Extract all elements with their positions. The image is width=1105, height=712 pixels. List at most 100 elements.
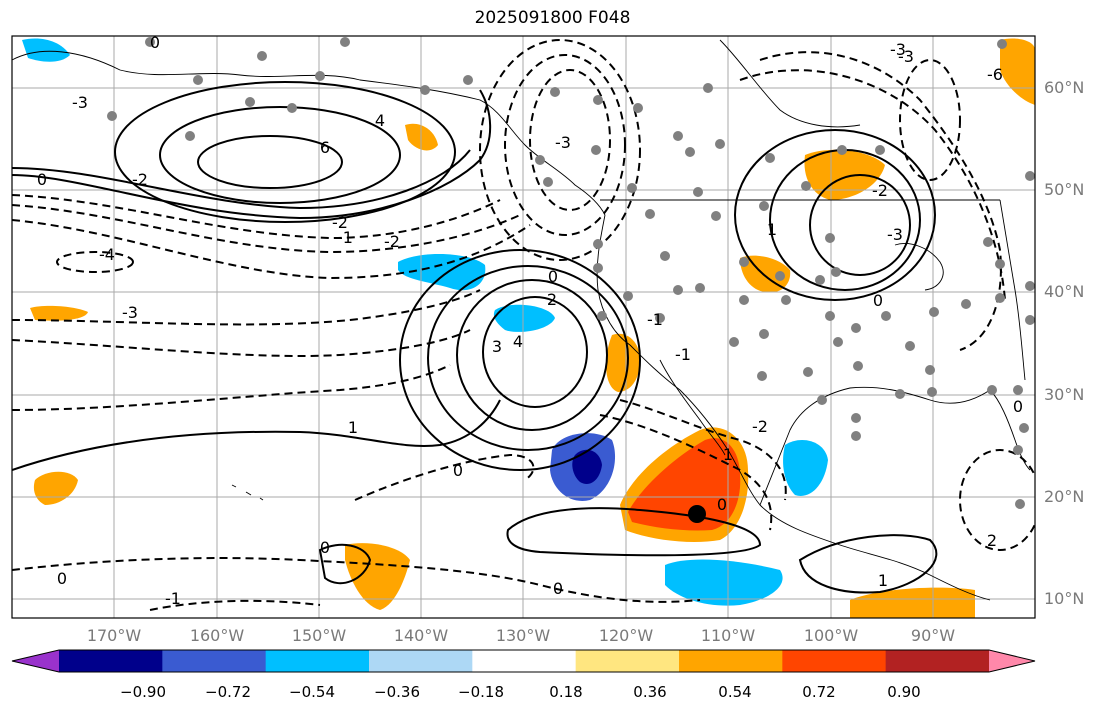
lon-label: 140°W [393, 626, 449, 645]
svg-text:4: 4 [513, 332, 523, 351]
contour-ring-a2 [456, 279, 608, 431]
colorbar-tick-label: 0.90 [887, 683, 921, 701]
map-field: -3 -4 -3 -2 -1 -2 0 6 4 -2 0 -3 0 3 4 2 … [12, 33, 1035, 618]
colorbar-segment [679, 650, 783, 672]
contour-high-6 [197, 135, 343, 189]
colorbar-segment [472, 650, 577, 672]
svg-text:1: 1 [723, 445, 733, 464]
shade-dark-blue-region [572, 449, 602, 485]
contour-dash-east-2 [739, 69, 1006, 301]
shade-lightblue-region-2 [493, 304, 555, 332]
shade-orange-region-7 [606, 333, 640, 392]
contour-dash-ridge-2 [504, 54, 626, 236]
svg-text:2: 2 [547, 290, 557, 309]
svg-text:-6: -6 [987, 65, 1003, 84]
shade-orange-region-8 [33, 471, 78, 505]
colorbar-tick-label: 0.18 [549, 683, 583, 701]
lat-label: 30°N [1044, 385, 1085, 404]
svg-text:0: 0 [553, 579, 563, 598]
contour-minus4 [56, 251, 134, 273]
svg-text:2: 2 [987, 531, 997, 550]
contour-zero-north [12, 89, 492, 220]
contour-minus2-south [12, 329, 471, 357]
lat-label: 50°N [1044, 180, 1085, 199]
colorbar-outline [11, 649, 1036, 673]
map-frame [11, 35, 1036, 619]
colorbar-tick-label: −0.36 [374, 683, 420, 701]
lat-label: 60°N [1044, 78, 1085, 97]
svg-text:-1: -1 [675, 345, 691, 364]
lon-label: 110°W [700, 626, 756, 645]
florida [989, 389, 1031, 471]
shade-orange-region-5 [1000, 38, 1035, 105]
contour-zero-south-2 [798, 534, 938, 594]
colorbar-tick-label: 0.54 [718, 683, 752, 701]
svg-text:-3: -3 [122, 303, 138, 322]
lat-label: 20°N [1044, 487, 1085, 506]
graticule [12, 36, 1035, 618]
svg-text:0: 0 [453, 461, 463, 480]
svg-text:0: 0 [320, 538, 330, 557]
svg-text:-4: -4 [99, 245, 115, 264]
contour-labels: -3 -4 -3 -2 -1 -2 0 6 4 -2 0 -3 0 3 4 2 … [37, 33, 1023, 608]
shade-orange-region-9 [30, 305, 88, 321]
shade-orange-region-3 [804, 149, 885, 200]
svg-text:0: 0 [717, 495, 727, 514]
hudson-bay-coast [719, 39, 861, 128]
colorbar-segment [782, 650, 887, 672]
colorbar-segment [885, 650, 990, 672]
lon-label: 90°W [910, 626, 956, 645]
contour-dash-ridge-1 [529, 69, 611, 211]
svg-text:-2: -2 [332, 213, 348, 232]
contour-ring-a1 [482, 296, 588, 408]
svg-text:1: 1 [767, 220, 777, 239]
colorbar-segment [59, 650, 163, 672]
lon-label: 150°W [291, 626, 347, 645]
contour-dash-se [959, 449, 1035, 551]
svg-text:0: 0 [1013, 397, 1023, 416]
contour-dash-ridge-3 [479, 39, 641, 261]
shade-orange-region-6 [850, 587, 975, 618]
shade-orange-region-4 [740, 255, 791, 293]
lat-label: 40°N [1044, 282, 1085, 301]
svg-text:0: 0 [548, 267, 558, 286]
gulf-coast [759, 386, 991, 506]
contour-dash-ne [899, 59, 961, 181]
contour-ring-b3 [734, 129, 936, 301]
station-dots [107, 37, 1035, 509]
contour-dash-east-1 [759, 51, 1002, 351]
svg-text:0: 0 [37, 170, 47, 189]
lon-label: 130°W [495, 626, 551, 645]
contour-dash-sw [354, 453, 535, 501]
baja-california [659, 359, 726, 456]
colorbar-tick-label: −0.18 [458, 683, 504, 701]
colorbar-segment [265, 650, 370, 672]
contour-zero-south [506, 507, 762, 557]
svg-text:-3: -3 [898, 47, 914, 66]
colorbar-tick-label: −0.54 [289, 683, 335, 701]
colorbar-segment [369, 650, 473, 672]
colorbar-tick-label: 0.36 [633, 683, 667, 701]
svg-text:0: 0 [150, 33, 160, 52]
svg-text:-1: -1 [165, 589, 181, 608]
colorbar [11, 649, 1036, 673]
lon-label: 100°W [803, 626, 859, 645]
colorbar-segment [575, 650, 680, 672]
contour-minus1-south [12, 364, 451, 411]
svg-text:-2: -2 [752, 417, 768, 436]
storm-center-marker [688, 505, 706, 523]
svg-text:-3: -3 [887, 225, 903, 244]
colorbar-tick-label: −0.72 [205, 683, 251, 701]
shaded-anomalies [22, 38, 1035, 618]
contour-minus2 [12, 204, 521, 254]
shade-red-region [628, 438, 741, 531]
coastlines [12, 39, 1031, 601]
contour-ring-b1 [809, 174, 911, 276]
solid-contours [12, 81, 938, 594]
svg-text:-2: -2 [132, 170, 148, 189]
colorbar-tick-label: 0.72 [802, 683, 836, 701]
svg-text:-1: -1 [337, 228, 353, 247]
colorbar-extend-low [12, 650, 59, 672]
svg-text:-3: -3 [555, 133, 571, 152]
